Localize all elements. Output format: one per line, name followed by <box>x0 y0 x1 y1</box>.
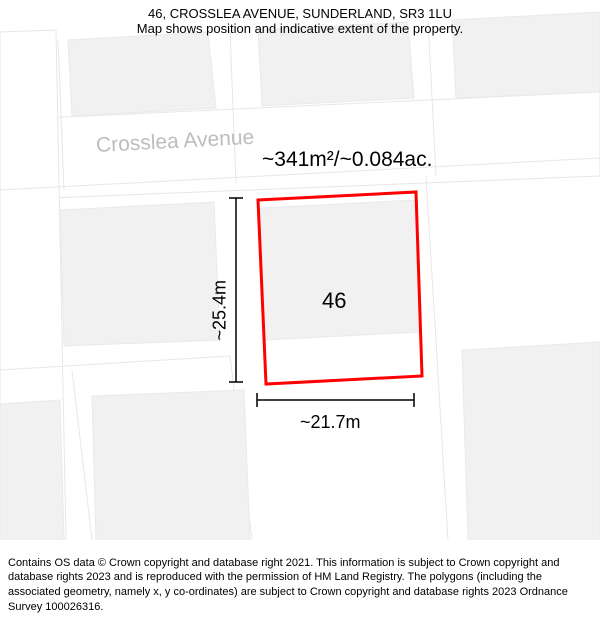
house-number-label: 46 <box>322 288 346 314</box>
footer-attribution: Contains OS data © Crown copyright and d… <box>0 550 600 625</box>
header: 46, CROSSLEA AVENUE, SUNDERLAND, SR3 1LU… <box>0 0 600 36</box>
area-label: ~341m²/~0.084ac. <box>262 148 432 172</box>
height-dimension-label: ~25.4m <box>210 280 231 341</box>
map-svg <box>0 0 600 540</box>
map-area: Crosslea Avenue ~341m²/~0.084ac. 46 ~25.… <box>0 0 600 540</box>
subtitle: Map shows position and indicative extent… <box>0 21 600 36</box>
width-dimension-label: ~21.7m <box>300 412 361 433</box>
address-title: 46, CROSSLEA AVENUE, SUNDERLAND, SR3 1LU <box>0 6 600 21</box>
